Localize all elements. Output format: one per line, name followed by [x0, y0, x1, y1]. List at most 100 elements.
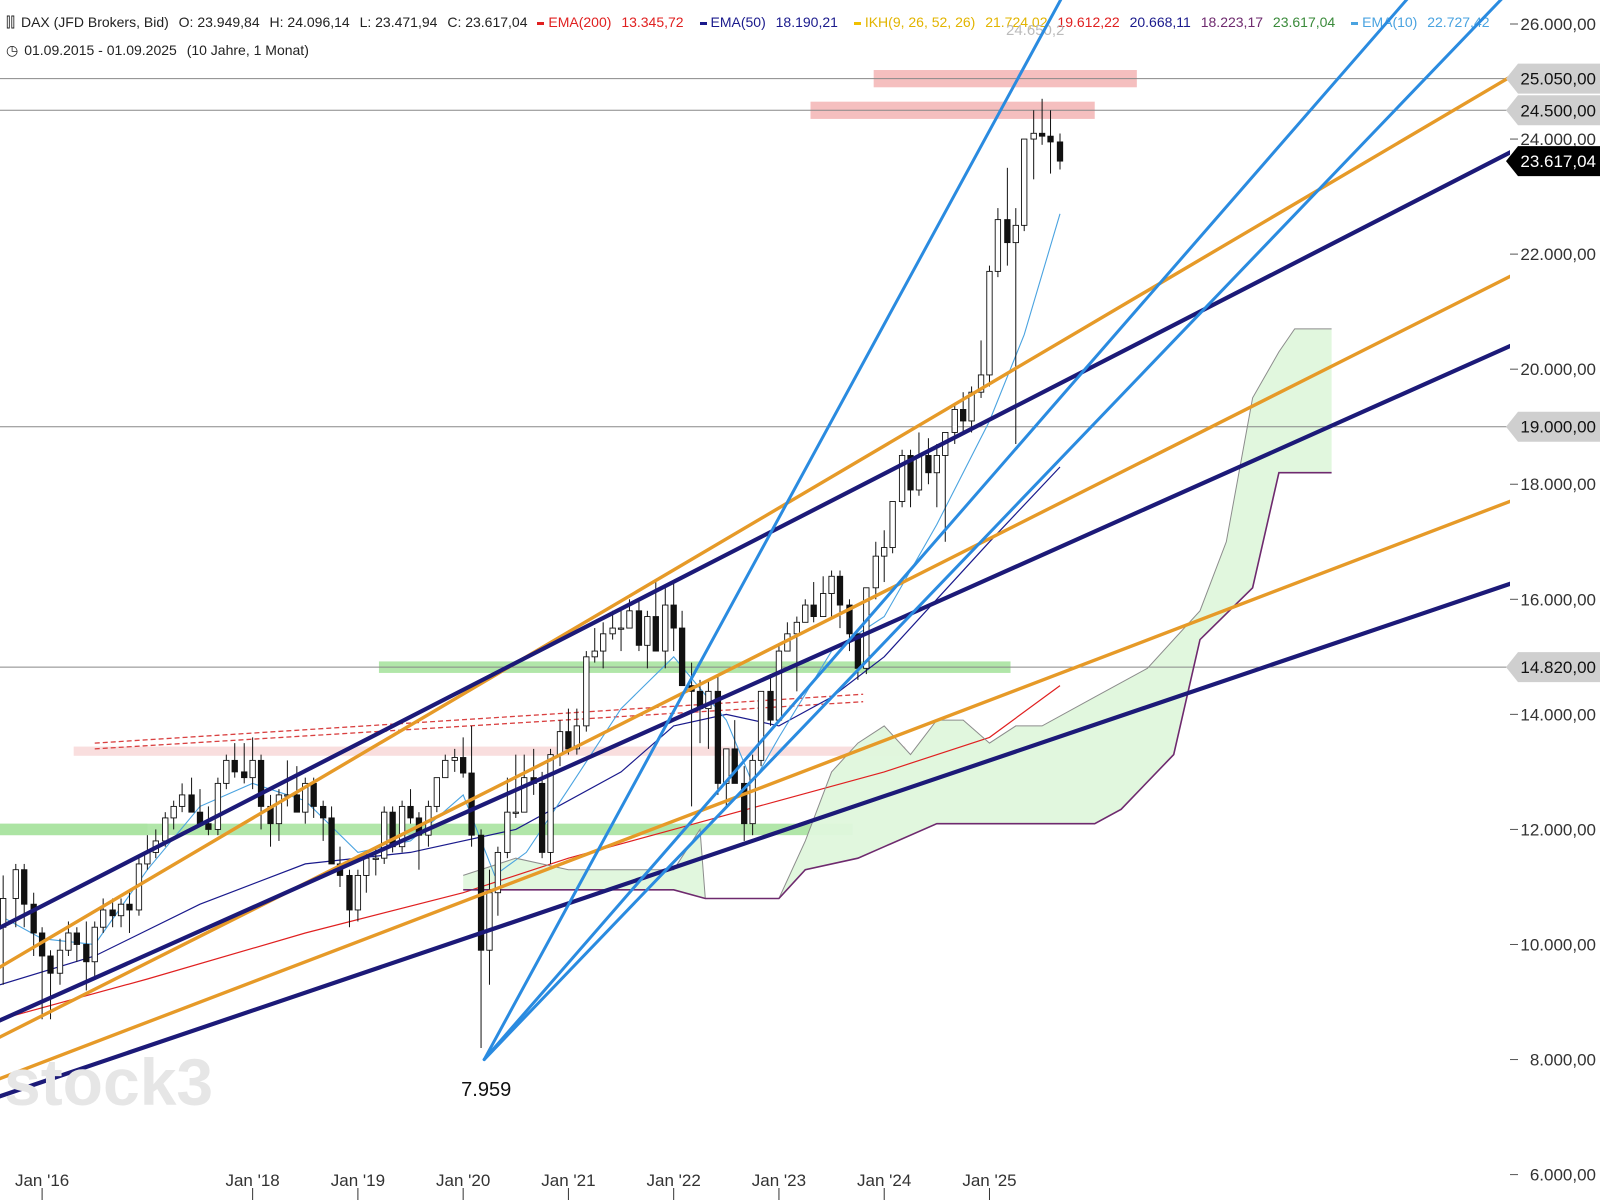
candle-body [249, 759, 256, 779]
candle-body [1021, 138, 1028, 226]
candle-body [609, 627, 616, 635]
candle-body [1004, 219, 1011, 244]
candle [521, 754, 528, 813]
legend-ikh[interactable]: IKH(9, 26, 52, 26) 21.724,02 19.612,22 2… [853, 14, 1341, 30]
candle-body [635, 610, 643, 646]
candle [468, 725, 475, 847]
candle-body [275, 794, 283, 825]
candle [802, 599, 809, 623]
candle-body [12, 869, 19, 899]
candle [793, 616, 800, 692]
candle [512, 754, 519, 818]
candle-body [583, 656, 590, 727]
candle-body [1030, 132, 1037, 140]
candle [214, 777, 222, 836]
candle-body [109, 909, 116, 917]
candle [986, 265, 993, 387]
candle-body [310, 782, 317, 807]
x-tick-label: Jan '16 [15, 1171, 69, 1190]
trendline-navy [0, 131, 1550, 930]
candle [994, 208, 1002, 278]
candle [12, 863, 19, 928]
candle-body [47, 955, 54, 974]
clock-icon: ◷ [6, 42, 19, 58]
candle [583, 651, 590, 732]
candle-body [442, 759, 449, 779]
candle-body [354, 874, 362, 911]
candle-body [565, 731, 572, 750]
candle-body [73, 932, 80, 945]
date-range[interactable]: 01.09.2015 - 01.09.2025 [24, 42, 177, 58]
candle-body [994, 219, 1002, 272]
candle-body [205, 823, 212, 830]
ohlc-low: L: 23.471,94 [359, 14, 438, 30]
low-annotation: 7.959 [461, 1079, 511, 1101]
candle [249, 737, 256, 790]
candle [56, 938, 64, 985]
series-ema-200- [0, 685, 1061, 1020]
candle-body [91, 926, 98, 963]
candle-body [293, 794, 300, 813]
candlestick-chart-icon[interactable]: ⫿⫿ [6, 14, 15, 30]
candle-body [705, 690, 712, 710]
candle [784, 622, 791, 652]
candle [767, 674, 774, 726]
candle [109, 898, 116, 928]
price-level-label: 19.000,00 [1520, 418, 1596, 437]
candle-body [363, 857, 370, 876]
candle-body [257, 759, 265, 807]
trendlines-layer [0, 0, 1600, 1099]
candle [320, 800, 327, 841]
candle [749, 754, 756, 836]
trendline-blue [482, 0, 1409, 1062]
candle-body [328, 817, 335, 865]
candle-body [30, 903, 37, 934]
candle-body [486, 892, 493, 951]
candle-body [302, 782, 309, 813]
candle [494, 846, 502, 916]
candle-body [556, 731, 564, 756]
candle-body [1038, 132, 1046, 137]
candle-body [652, 616, 659, 652]
candle-body [188, 794, 195, 813]
period-label: (10 Jahre, 1 Monat) [186, 42, 309, 58]
candle [275, 789, 283, 841]
candle [170, 800, 177, 830]
candle-body [521, 777, 528, 813]
ohlc-high: H: 24.096,14 [269, 14, 350, 30]
series-senkou-a [463, 328, 1332, 899]
candle-body [460, 757, 467, 774]
series-kijun-senkou-b [463, 471, 1332, 900]
candle-body [231, 759, 238, 773]
candle-body [863, 587, 870, 669]
candle-body [644, 616, 651, 646]
candle-body [907, 455, 914, 491]
y-tick-label: 22.000,00 [1520, 245, 1596, 264]
trendline-navy [0, 303, 1600, 1023]
candle-body [65, 932, 72, 951]
instrument-name[interactable]: DAX (JFD Brokers, Bid) [20, 14, 169, 30]
candle [775, 645, 783, 721]
legend-ema200[interactable]: EMA(200) 13.345,72 [537, 14, 689, 30]
trendline-blue [482, 0, 1503, 1062]
candle-body [398, 805, 406, 848]
candle [398, 800, 406, 853]
candle-body [741, 782, 748, 825]
candle [0, 875, 7, 985]
candle-body [372, 857, 379, 860]
ichimoku-cloud [463, 328, 1332, 899]
legend-ema50[interactable]: EMA(50) 18.190,21 [699, 14, 844, 30]
ohlc-open: O: 23.949,84 [178, 14, 260, 30]
candle-body [933, 455, 940, 474]
candle [354, 869, 362, 922]
candle-body [573, 725, 580, 750]
candle-body [451, 757, 458, 761]
candle [1038, 98, 1046, 145]
candle [442, 754, 449, 779]
candle-body [968, 391, 975, 422]
candle [407, 789, 414, 824]
candle-body [512, 811, 519, 814]
candle [757, 690, 765, 767]
candle [635, 599, 643, 652]
